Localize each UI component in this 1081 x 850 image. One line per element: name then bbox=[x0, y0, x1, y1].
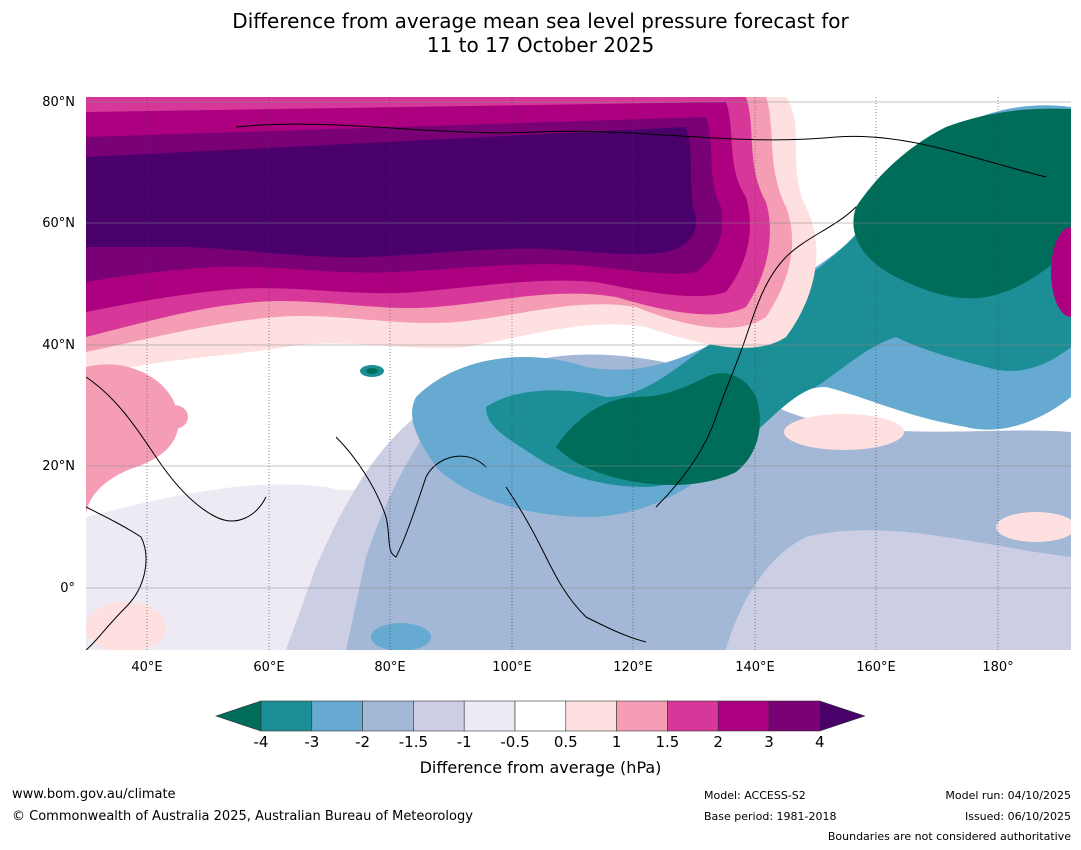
coastline-africa bbox=[86, 506, 147, 650]
legend-tick-label: -0.5 bbox=[500, 733, 530, 751]
lon-label-140e: 140°E bbox=[735, 660, 775, 675]
legend-bin-9 bbox=[717, 700, 770, 732]
lon-label-180: 180° bbox=[982, 660, 1014, 675]
contour-pos-3-dateline-edge bbox=[1051, 227, 1071, 317]
lon-label-60e: 60°E bbox=[253, 660, 285, 675]
legend-tick-label: 1 bbox=[611, 733, 622, 751]
lat-label-0: 0° bbox=[60, 581, 75, 596]
coastline-india bbox=[335, 436, 487, 558]
lat-label-80n: 80°N bbox=[42, 95, 75, 110]
footer-disclaimer: Boundaries are not considered authoritat… bbox=[827, 830, 1071, 843]
footer-model: Model: ACCESS-S2 bbox=[704, 789, 806, 802]
coastline-arabia bbox=[86, 376, 267, 522]
legend-extend-min bbox=[215, 700, 262, 732]
footer-model-run: Model run: 04/10/2025 bbox=[945, 789, 1071, 802]
lat-label-20n: 20°N bbox=[42, 459, 75, 474]
contour-pos-4-north bbox=[86, 127, 697, 258]
legend-tick-label: -1 bbox=[456, 733, 472, 751]
map-canvas bbox=[86, 97, 1071, 650]
legend-bin-3 bbox=[413, 700, 465, 732]
legend-tick-label: 1.5 bbox=[655, 733, 680, 751]
title-line-2: 11 to 17 October 2025 bbox=[426, 33, 655, 57]
legend-bin-10 bbox=[768, 700, 821, 732]
lon-label-160e: 160°E bbox=[856, 660, 896, 675]
contour-neg-3-southern-china bbox=[537, 399, 565, 419]
contour-neg-4-northpacific bbox=[853, 108, 1071, 299]
coastline-southeast-asia bbox=[505, 486, 647, 643]
legend-bin-4 bbox=[463, 700, 516, 732]
footer-issued: Issued: 06/10/2025 bbox=[964, 810, 1071, 823]
legend-title: Difference from average (hPa) bbox=[419, 758, 662, 777]
chart-title: Difference from average mean sea level p… bbox=[0, 9, 1081, 57]
legend-bin-0 bbox=[260, 700, 313, 732]
footer-base-period: Base period: 1981-2018 bbox=[704, 810, 837, 823]
legend-tick-label: -3 bbox=[304, 733, 320, 751]
legend-tick-label: 0.5 bbox=[553, 733, 578, 751]
title-line-1: Difference from average mean sea level p… bbox=[232, 9, 849, 33]
legend-bin-1 bbox=[311, 700, 363, 732]
contour-neg-4-tibet bbox=[366, 368, 378, 374]
legend-tick-label: 3 bbox=[764, 733, 774, 751]
lat-label-40n: 40°N bbox=[42, 338, 75, 353]
legend-tick-label: 2 bbox=[713, 733, 723, 751]
lon-label-80e: 80°E bbox=[374, 660, 406, 675]
pressure-anomaly-map bbox=[86, 97, 1071, 650]
contour-pos-1-persian-gulf bbox=[160, 405, 188, 429]
coastlines bbox=[86, 123, 1047, 650]
coastline-siberia bbox=[235, 123, 1047, 178]
legend-tick-label: 4 bbox=[815, 733, 825, 751]
legend-bin-2 bbox=[362, 700, 414, 732]
contour-pos-0-5-eastpacific bbox=[996, 512, 1071, 542]
legend-bin-8 bbox=[667, 700, 719, 732]
contour-neg-4-china bbox=[556, 373, 760, 485]
lat-label-60n: 60°N bbox=[42, 216, 75, 231]
legend-tick-label: -2 bbox=[355, 733, 371, 751]
legend-colorbar bbox=[215, 700, 866, 732]
contour-neg-2-indian-ocean bbox=[371, 623, 431, 650]
contour-pos-0-5-westpacific bbox=[784, 414, 904, 450]
lon-label-100e: 100°E bbox=[492, 660, 532, 675]
legend-extend-max bbox=[819, 700, 866, 732]
contour-pos-1-arabia bbox=[86, 364, 179, 517]
lon-label-120e: 120°E bbox=[613, 660, 653, 675]
lon-label-40e: 40°E bbox=[131, 660, 163, 675]
legend-bin-7 bbox=[616, 700, 668, 732]
contour-pos-0-5-southwest bbox=[86, 602, 166, 650]
legend-tick-label: -1.5 bbox=[398, 733, 429, 751]
legend-bin-6 bbox=[565, 700, 617, 732]
graticule bbox=[86, 97, 1071, 650]
footer-url: www.bom.gov.au/climate bbox=[12, 787, 176, 802]
coastline-asia-east bbox=[655, 206, 857, 508]
footer-copyright: © Commonwealth of Australia 2025, Austra… bbox=[12, 809, 473, 824]
legend-tick-label: -4 bbox=[253, 733, 269, 751]
legend-bin-5 bbox=[514, 700, 567, 732]
